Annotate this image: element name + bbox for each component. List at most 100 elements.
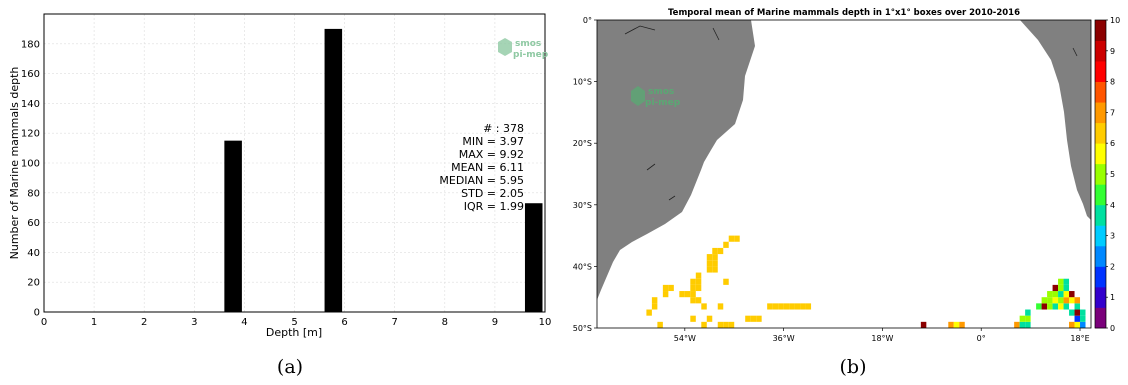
colorbar-segment	[1095, 245, 1106, 267]
heatmap-cell	[651, 303, 658, 310]
heatmap-cell	[1069, 309, 1075, 316]
y-tick-label: 80	[27, 188, 40, 199]
heatmap-cell	[953, 321, 960, 328]
histogram-bar	[524, 203, 543, 312]
lon-tick-label: 36°W	[773, 334, 795, 343]
heatmap-cell	[695, 297, 702, 304]
heatmap-cell	[723, 241, 729, 248]
heatmap-cell	[1058, 303, 1064, 310]
heatmap-cell	[657, 321, 663, 328]
colorbar-tick-label: 1	[1110, 293, 1115, 302]
heatmap-cell	[1063, 297, 1070, 304]
heatmap-cell	[767, 303, 773, 310]
heatmap-cell	[1058, 291, 1064, 298]
heatmap-cell	[1047, 291, 1053, 298]
heatmap-cell	[695, 284, 702, 292]
heatmap-cell	[712, 266, 718, 273]
map-longitude-ticks: 54°W 36°W 18°W 0° 18°E	[674, 328, 1090, 343]
y-tick-label: 140	[21, 99, 40, 110]
x-tick-label: 6	[341, 317, 347, 328]
y-tick-label: 160	[21, 69, 40, 80]
x-tick-label: 7	[392, 317, 398, 328]
heatmap-cell	[1036, 303, 1042, 310]
map-logo-line2: pi-mep	[645, 98, 681, 108]
histogram-bar	[224, 140, 242, 312]
colorbar-segment	[1095, 307, 1106, 329]
heatmap-cell	[712, 260, 718, 267]
lon-tick-label: 0°	[977, 334, 986, 343]
logo-line2: pi-mep	[513, 50, 549, 60]
colorbar-tick-label: 10	[1110, 16, 1120, 25]
heatmap-cell	[712, 254, 718, 261]
lat-tick-label: 30°S	[573, 201, 592, 210]
heatmap-cell	[706, 315, 713, 322]
heatmap-cells	[646, 235, 1086, 328]
colorbar-segment	[1095, 20, 1106, 41]
heatmap-cell	[1074, 309, 1081, 316]
smos-pimep-logo-map: smos pi-mep	[631, 86, 681, 108]
x-tick-label: 8	[442, 317, 448, 328]
x-tick-label: 1	[91, 317, 97, 328]
heatmap-cell	[706, 260, 713, 267]
lon-tick-label: 18°W	[871, 334, 893, 343]
statistic-line: IQR = 1.99	[464, 200, 524, 213]
subfigure-caption-b: (b)	[840, 356, 867, 378]
y-tick-label: 100	[21, 159, 40, 170]
heatmap-cell	[723, 321, 729, 328]
heatmap-cell	[1025, 309, 1031, 316]
colorbar-tick-label: 2	[1110, 262, 1115, 271]
heatmap-cell	[695, 278, 702, 285]
heatmap-cell	[1058, 278, 1064, 285]
heatmap-cell	[701, 303, 707, 310]
statistic-line: MEAN = 6.11	[451, 161, 524, 174]
heatmap-cell	[690, 297, 696, 304]
colorbar-segment	[1095, 40, 1106, 62]
heatmap-cell	[1025, 321, 1031, 328]
heatmap-cell	[728, 321, 735, 328]
heatmap-cell	[1080, 315, 1086, 322]
colorbar-tick-label: 7	[1110, 108, 1115, 117]
heatmap-cell	[1052, 297, 1059, 304]
histogram-bars	[224, 28, 543, 313]
x-tick-label: 5	[291, 317, 297, 328]
heatmap-cell	[728, 235, 735, 242]
map-title: Temporal mean of Marine mammals depth in…	[668, 8, 1020, 18]
colorbar-segment	[1095, 286, 1106, 308]
heatmap-cell	[745, 315, 751, 322]
heatmap-cell	[1058, 297, 1064, 304]
heatmap-cell	[723, 278, 729, 285]
heatmap-cell	[662, 291, 669, 298]
y-tick-label: 0	[34, 308, 40, 319]
heatmap-cell	[706, 266, 713, 273]
smos-logo-icon	[498, 38, 512, 56]
heatmap-cell	[717, 247, 724, 255]
heatmap-cell	[789, 303, 795, 310]
histogram-y-ticks: 0 20 40 60 80 100 120 140 160 180	[21, 39, 40, 318]
x-tick-label: 9	[492, 317, 498, 328]
subfigure-caption-a: (a)	[277, 356, 303, 378]
heatmap-cell	[783, 303, 790, 310]
histogram-bar	[324, 28, 343, 313]
map-logo-line1: smos	[648, 87, 674, 97]
heatmap-cell	[1025, 315, 1031, 322]
heatmap-cell	[668, 284, 674, 292]
africa-landmass	[1020, 20, 1091, 220]
statistic-line: MIN = 3.97	[462, 135, 524, 148]
heatmap-cell	[1069, 291, 1075, 298]
heatmap-cell	[1069, 321, 1075, 328]
map-frame	[596, 19, 1092, 329]
colorbar-segment	[1095, 266, 1106, 288]
statistic-line: MEDIAN = 5.95	[439, 174, 524, 187]
heatmap-cell	[1074, 321, 1081, 328]
heatmap-cell	[1080, 309, 1086, 316]
heatmap-cell	[1052, 291, 1059, 298]
colorbar-segment	[1095, 143, 1106, 165]
heatmap-cell	[1014, 321, 1020, 328]
heatmap-cell	[959, 321, 965, 328]
heatmap-cell	[778, 303, 784, 310]
lon-tick-label: 18°E	[1070, 334, 1089, 343]
y-tick-label: 120	[21, 129, 40, 140]
statistic-line: STD = 2.05	[461, 187, 524, 200]
colorbar-segment	[1095, 102, 1106, 124]
